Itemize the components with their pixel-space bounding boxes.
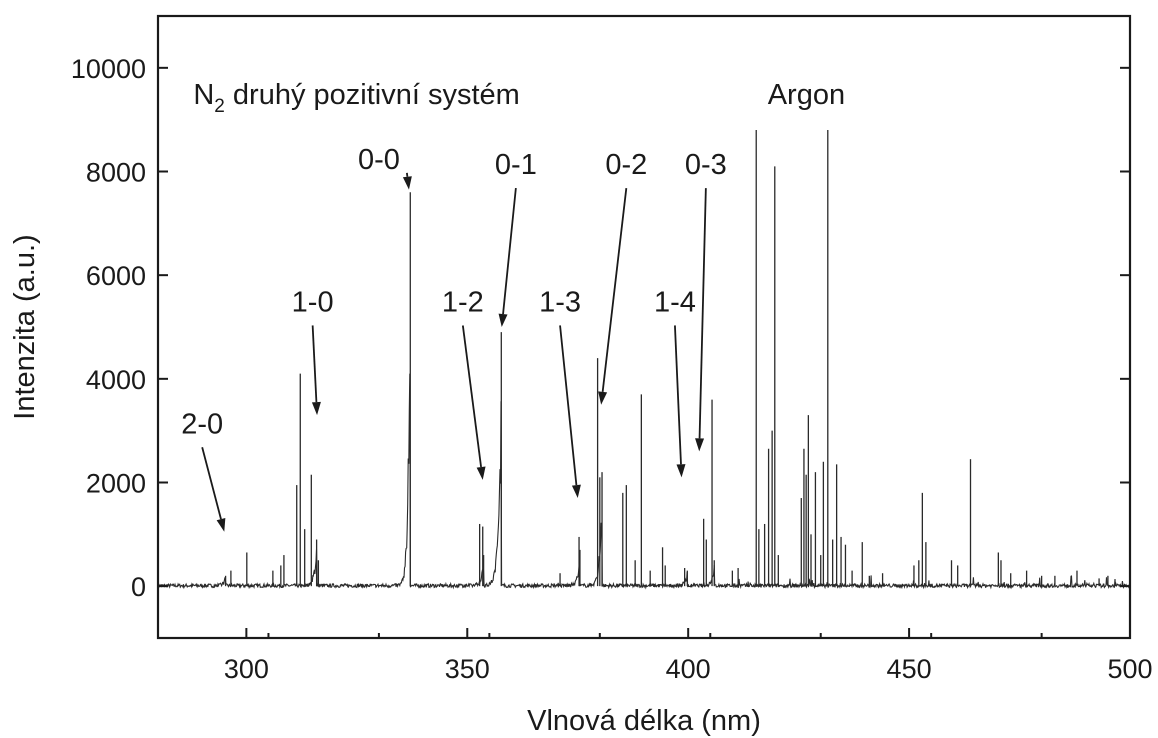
band-label: 1-0 [292,286,334,318]
x-tick-label: 500 [1107,654,1152,684]
band-arrowhead [695,438,705,452]
n2-annotation-suffix: druhý pozitivní systém [225,79,520,111]
y-tick-label: 4000 [86,365,146,395]
band-arrowhead [476,466,486,480]
x-tick-label: 300 [224,654,269,684]
band-arrowhead [311,401,321,416]
band-arrow [674,325,682,465]
band-arrows [201,172,707,532]
band-arrowhead [402,176,412,190]
band-arrow [502,188,517,315]
band-label: 2-0 [181,408,223,440]
axis-ticks: 300 350 400 450 500 0 2000 4000 6000 8000 10000 [71,54,1153,684]
band-arrow [461,325,482,468]
band-arrowhead [598,391,608,405]
n2-annotation-subscript: 2 [214,96,225,117]
n2-annotation-prefix: N [193,79,214,111]
band-arrow [311,325,318,403]
x-axis-label: Vlnová délka (nm) [527,705,761,737]
x-tick-label: 450 [887,654,932,684]
band-arrow [559,325,578,486]
argon-annotation: Argon [768,79,845,111]
emission-lines [224,130,1109,587]
band-arrowhead [216,518,226,532]
band-arrow [601,187,628,392]
plot-frame [156,14,1132,640]
n2-system-annotation: N2 druhý pozitivní systém [193,79,519,117]
band-label: 0-1 [495,149,537,181]
band-label: 1-3 [539,286,581,318]
y-tick-label: 10000 [71,54,146,84]
band-label: 1-4 [654,286,696,318]
y-tick-label: 8000 [86,158,146,188]
x-tick-label: 350 [445,654,490,684]
band-arrowhead [676,464,686,478]
band-arrow [698,188,707,439]
x-tick-label: 400 [666,654,711,684]
y-axis-label: Intenzita (a.u.) [9,234,41,419]
spectrum-layer [157,130,1131,590]
y-tick-label: 6000 [86,261,146,291]
y-tick-label: 2000 [86,469,146,499]
band-label: 1-2 [442,286,484,318]
band-arrowhead [571,484,581,499]
band-label: 0-0 [358,144,400,176]
y-tick-label: 0 [131,572,146,602]
band-arrowhead [498,313,508,327]
band-labels: 2-0 1-0 0-0 1-2 0-1 1-3 0-2 1-4 0-3 [181,144,727,440]
spectrum-series-line [157,373,1131,590]
band-arrow [201,447,222,520]
band-label: 0-3 [685,149,727,181]
band-label: 0-2 [605,149,647,181]
